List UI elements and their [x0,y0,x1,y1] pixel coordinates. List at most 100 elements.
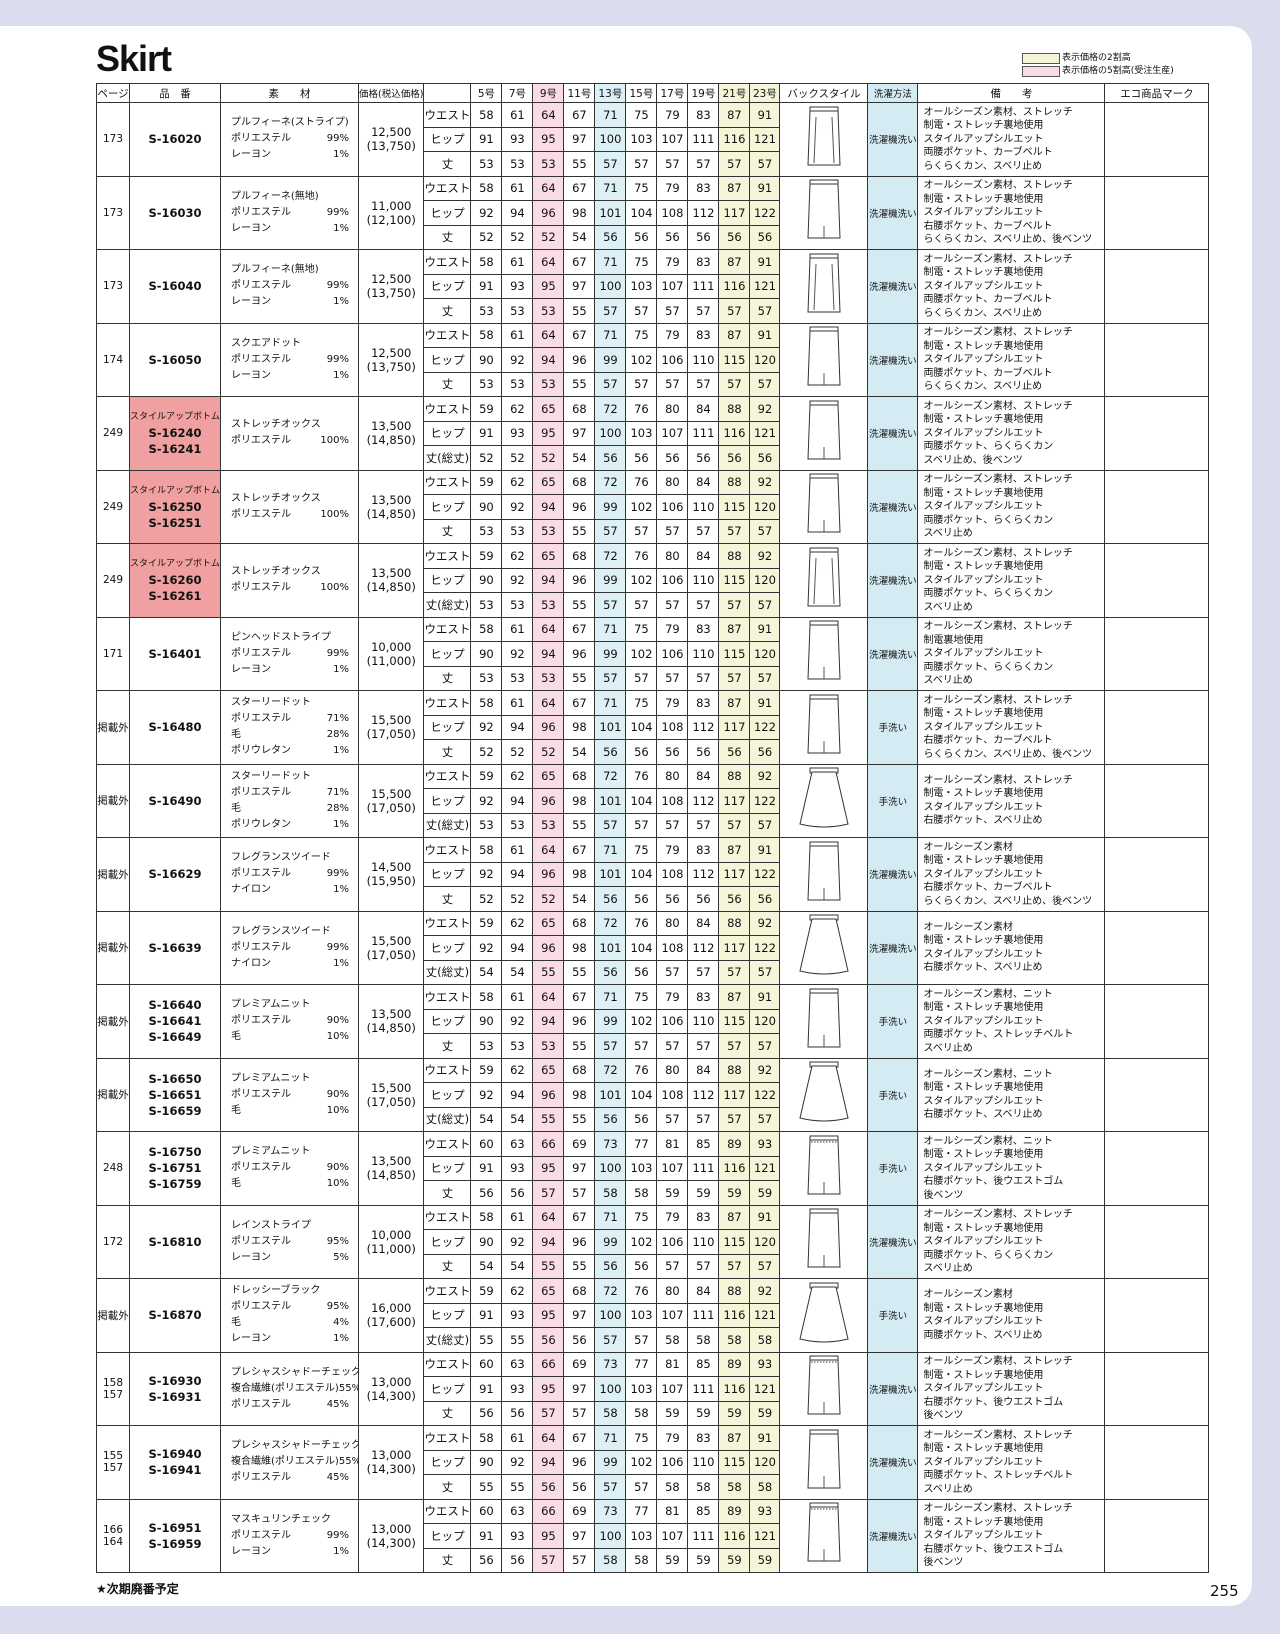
page-ref-number: 掲載外 [97,868,129,881]
size-value: 106 [656,641,689,667]
size-value: 68 [563,543,596,569]
material-name: ポリエステル [231,1015,292,1027]
price-value: 15,500 [371,1080,412,1095]
material-name: プレミアムニット [231,1146,311,1158]
size-value: 116 [718,126,751,152]
material-line: プルフィーネ(ストライプ) [231,115,349,131]
back-style [779,322,869,397]
eco-mark [1104,910,1210,985]
material-name: プルフィーネ(無地) [231,190,319,202]
material-percent: 1% [333,663,350,675]
size-value: 122 [749,200,781,226]
remark-line: スベリ止め [923,675,973,686]
size-value: 116 [718,273,751,299]
skirt-straight-icon [794,988,854,1056]
material-line: ストレッチオックス [231,417,349,433]
page-number: 255 [1210,1582,1239,1600]
page-ref: 174 [96,322,130,397]
table-row: 丈(総丈) 53 53 53 55 57 57 57 57 57 57 [97,592,1209,618]
skirt-flare-icon [794,1061,854,1129]
size-value: 73 [594,1131,627,1157]
measure-label: ウエスト [423,763,472,789]
size-value: 98 [563,861,596,887]
size-value: 120 [749,347,781,373]
size-value: 79 [656,616,689,642]
page-ref-number: 174 [102,353,124,366]
material-name: ナイロン [231,884,272,896]
material-line: ポリエステル 100% [231,507,349,523]
product-code: スタイルアップボトム S-16250 S-16251 [128,469,222,544]
material-line: プレミアムニット [231,1071,349,1087]
size-value: 88 [718,1278,751,1304]
page-ref: 掲載外 [96,1057,130,1132]
table-row: 丈 52 52 52 54 56 56 56 56 56 56 [97,886,1209,912]
size-value: 55 [563,812,596,838]
material-name: 毛 [231,802,242,814]
size-value: 57 [687,1033,720,1059]
remark-line: オールシーズン素材、ストレッチ [923,1429,1073,1441]
size-value: 53 [501,1033,534,1059]
size-value: 81 [656,1131,689,1157]
remark-line: スタイルアップシルエット [923,1316,1044,1328]
product-code-number: S-16261 [148,589,202,604]
size-value: 99 [594,1229,627,1255]
eco-mark [1104,249,1210,324]
material-name: 毛 [231,1178,242,1190]
back-style [779,1425,869,1500]
measure-label: ウエスト [423,984,472,1010]
size-value: 58 [470,837,503,863]
wash-method: 手洗い [867,1131,919,1206]
product-code: S-16050 [128,322,222,397]
size-value: 102 [625,347,658,373]
table-row: 丈(総丈) 52 52 52 54 56 56 56 56 56 56 [97,445,1209,471]
header-code: 品 番 [128,83,222,103]
size-value: 80 [656,1278,689,1304]
size-value: 84 [687,1057,720,1083]
size-value: 104 [625,1082,658,1108]
remark-line: オールシーズン素材、ストレッチ [923,180,1073,191]
size-value: 98 [563,200,596,226]
measure-label: ウエスト [423,249,472,275]
size-value: 52 [470,224,503,250]
material-percent: 1% [333,745,350,757]
product-code: スタイルアップボトム S-16260 S-16261 [128,543,222,618]
size-value: 56 [718,224,751,250]
size-value: 67 [563,984,596,1010]
size-value: 87 [718,322,751,348]
size-value: 92 [470,1082,503,1108]
measure-label: ヒップ [423,788,472,814]
size-value: 53 [501,665,534,691]
table-row: 248 S-16750 S-16751 S-16759 プレミアムニット ポリエステル 90… [96,1131,1210,1206]
measure-label: 丈 [423,1474,472,1500]
eco-mark [1104,984,1210,1059]
size-value: 71 [594,1425,627,1451]
header-page: ページ [96,83,130,103]
eco-mark [1104,1351,1210,1426]
material-line: ポリエステル 71% [231,711,349,727]
size-value: 106 [656,494,689,520]
size-value: 94 [501,714,534,740]
material-name: プレミアムニット [231,999,311,1011]
material-name: ポリエステル [231,647,292,659]
size-value: 58 [687,1474,720,1500]
size-value: 59 [470,1278,503,1304]
remark-line: らくらくカン、スベリ止め、後ベンツ [923,895,1093,907]
wash-method: 洗濯機洗い [867,469,919,544]
size-value: 115 [718,641,751,667]
back-style [779,616,869,691]
size-value: 65 [532,396,565,422]
table-row: 掲載外 S-16629 フレグランスツイード ポリエステル 99% ナイロン 1% 14,50… [96,837,1210,912]
size-value: 115 [718,567,751,593]
size-value: 92 [749,1057,781,1083]
remark-line: スタイルアップシルエット [923,1456,1044,1468]
material-name: ドレッシーブラック [231,1285,321,1297]
measure-label: ヒップ [423,1302,472,1328]
product-code-number: S-16810 [148,1234,202,1249]
price-value: 12,500 [371,125,412,140]
size-value: 99 [594,1449,627,1475]
remarks: オールシーズン素材、ストレッチ 制電・ストレッチ裏地使用 スタイルアップシルエット右… [917,690,1106,765]
size-value: 58 [718,1327,751,1353]
size-value: 65 [532,910,565,936]
size-value: 93 [749,1498,781,1524]
size-value: 57 [625,1033,658,1059]
